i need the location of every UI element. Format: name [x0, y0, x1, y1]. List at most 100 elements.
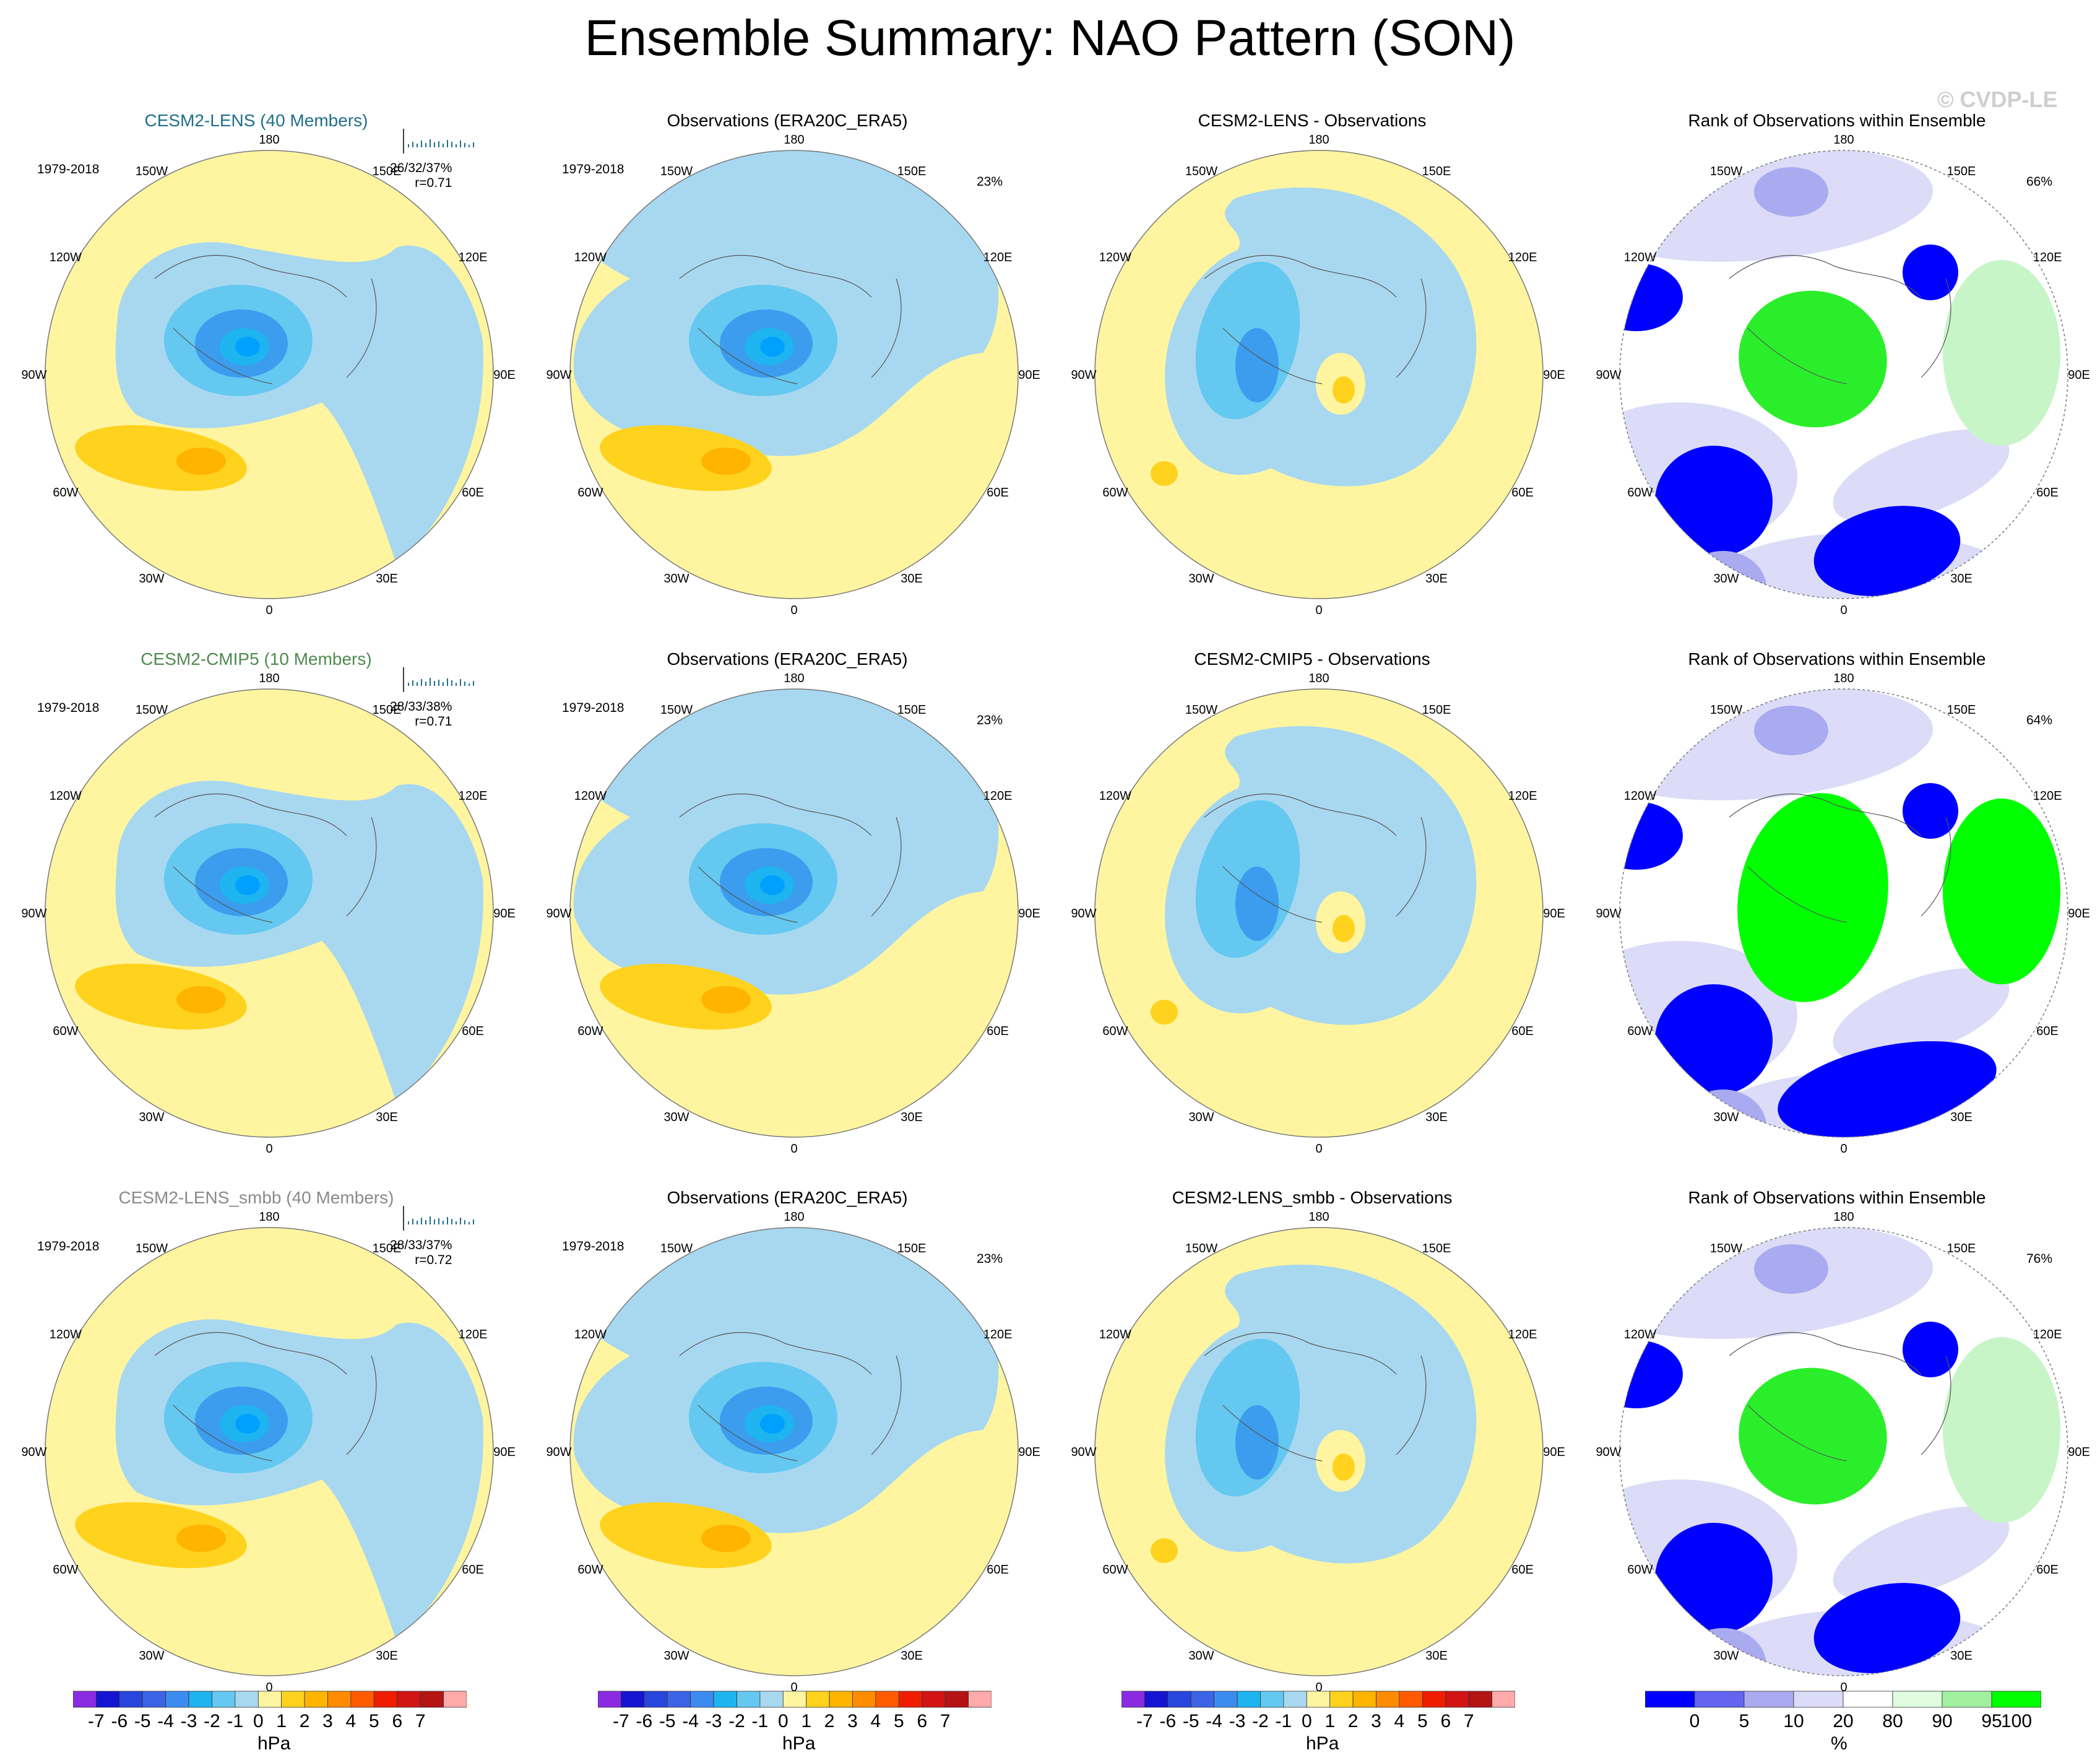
lon-label: 150E [1947, 703, 1976, 717]
coastline [1729, 794, 1951, 923]
colorbar-label: -5 [659, 1711, 676, 1731]
lon-label: 60W [1102, 1024, 1128, 1038]
colorbar-box [690, 1691, 714, 1708]
lon-label: 180 [1308, 133, 1329, 147]
lon-label: 90E [1543, 907, 1565, 920]
colorbar-label: 7 [1464, 1711, 1474, 1731]
lon-label: 60W [53, 486, 78, 500]
rank-region-light [1833, 429, 2010, 524]
colorbar-label: 2 [300, 1711, 310, 1731]
map-rim [1094, 688, 1544, 1138]
colorbar-label: 2 [1348, 1711, 1359, 1731]
percent-label: 23% [977, 175, 1003, 189]
colorbar-label: 3 [322, 1711, 333, 1731]
colorbar-box [96, 1691, 120, 1708]
model-map: 180 150E 120E 90E 60E 30E 0 30W 60W 90W 120W 150W [21, 1210, 516, 1694]
colorbar-box [1468, 1691, 1493, 1708]
colorbar-box [1190, 1691, 1214, 1708]
colorbar-label: 4 [1394, 1711, 1405, 1731]
map-rim [1094, 150, 1544, 599]
lon-label: 180 [784, 672, 804, 685]
colorbar-box [806, 1691, 830, 1708]
lon-label: 120W [1099, 789, 1131, 803]
map-rim [45, 1227, 494, 1676]
lon-label: 150E [1947, 1242, 1976, 1255]
colorbar-unit: hPa [782, 1733, 816, 1754]
member-histogram [403, 129, 474, 154]
rank-region-low [1655, 446, 1773, 557]
lon-label: 90E [1018, 368, 1040, 382]
map-rim [569, 1227, 1019, 1676]
lon-label: 30W [1713, 1111, 1739, 1124]
lon-label: 30W [663, 572, 689, 586]
colorbar-label: 2 [824, 1711, 835, 1731]
contour-negative [235, 875, 260, 895]
rank-map: 180 150E 120E 90E 60E 30E 0 30W 60W 90W 120W 150W [1596, 672, 2089, 1156]
lon-label: 60W [1627, 1024, 1653, 1038]
lon-label: 60E [1511, 1563, 1534, 1577]
colorbar-box [1793, 1691, 1844, 1708]
lon-label: 0 [1315, 1681, 1322, 1694]
panel-title: Rank of Observations within Ensemble [1688, 1188, 1986, 1207]
colorbar-box [852, 1691, 876, 1708]
lon-label: 150W [1710, 165, 1742, 178]
colorbar-box [257, 1691, 282, 1708]
colorbar-box [782, 1691, 807, 1708]
model-map: 180 150E 120E 90E 60E 30E 0 30W 60W 90W 120W 150W [21, 133, 515, 617]
lon-label: 30E [901, 572, 923, 586]
percent-label: 76% [2026, 1252, 2053, 1266]
rank-region-high [1943, 260, 2060, 446]
colorbar-boxes: -7 -6 -5 -4 -3 -2 -1 0 1 2 3 4 5 6 7 [597, 1691, 992, 1731]
lon-label: 0 [790, 1681, 797, 1694]
lon-label: 30E [901, 1111, 923, 1124]
colorbar-box [759, 1691, 784, 1708]
percent-label: 23% [977, 1252, 1003, 1266]
contour-positive [701, 1525, 751, 1552]
model-panel: 180 150E 120E 90E 60E 30E 0 30W 60W 90W 120W 150W CE… [0, 93, 525, 625]
period-label: 1979-2018 [37, 1239, 100, 1254]
lon-label: 60W [53, 1024, 78, 1038]
lon-label: 90W [1596, 368, 1621, 382]
rank-region-low [1620, 1340, 1683, 1408]
rank-region-low [1620, 263, 1683, 331]
lon-label: 120E [459, 789, 488, 803]
lon-label: 60E [2036, 1024, 2059, 1038]
lon-label: 150E [897, 703, 927, 717]
member-histogram [403, 667, 474, 692]
colorbar-label: -2 [728, 1711, 745, 1731]
lon-label: 60E [987, 486, 1009, 500]
colorbar-box [922, 1691, 946, 1708]
lon-label: 180 [1833, 1210, 1854, 1224]
colorbar-hpa-1: -7 -6 -5 -4 -3 -2 -1 0 1 2 3 4 5 6 7 hPa [72, 1690, 467, 1758]
lon-label: 30W [1713, 1649, 1739, 1663]
rank-panel: 180 150E 120E 90E 60E 30E 0 30W 60W 90W 120W 150W Ra… [1575, 93, 2099, 625]
lon-label: 60E [462, 1563, 484, 1577]
lon-label: 30E [1425, 572, 1448, 586]
ensemble-stats: 26/32/37% r=0.71 [390, 161, 452, 191]
percent-label: 66% [2026, 175, 2053, 189]
contour-negative [760, 337, 785, 357]
lon-label: 120E [983, 1328, 1013, 1341]
colorbar-box [1744, 1691, 1794, 1708]
lon-label: 150W [1185, 703, 1217, 717]
diff-panel: 180 150E 120E 90E 60E 30E 0 30W 60W 90W 120W 150W CE… [1050, 93, 1575, 625]
pattern-correlation: r=0.71 [415, 714, 452, 729]
contour-positive [1333, 915, 1355, 942]
period-label: 1979-2018 [562, 701, 624, 715]
pattern-correlation: r=0.72 [415, 1253, 452, 1267]
lon-label: 90W [21, 1445, 46, 1459]
colorbar-box [1306, 1691, 1331, 1708]
coastline [1729, 255, 1951, 384]
lon-label: 150E [1422, 1242, 1451, 1255]
lon-label: 60W [1627, 1563, 1653, 1577]
colorbar-label: -2 [204, 1711, 220, 1731]
rank-region-high [1739, 1367, 1887, 1505]
lon-label: 120W [1624, 789, 1656, 803]
lon-label: 120W [1099, 1328, 1131, 1341]
coastline [679, 794, 902, 923]
colorbar-box [373, 1691, 398, 1708]
colorbar-label: 4 [346, 1711, 356, 1731]
lon-label: 30W [663, 1111, 689, 1124]
rank-region-light [1833, 968, 2010, 1063]
lon-label: 90E [493, 1445, 516, 1459]
